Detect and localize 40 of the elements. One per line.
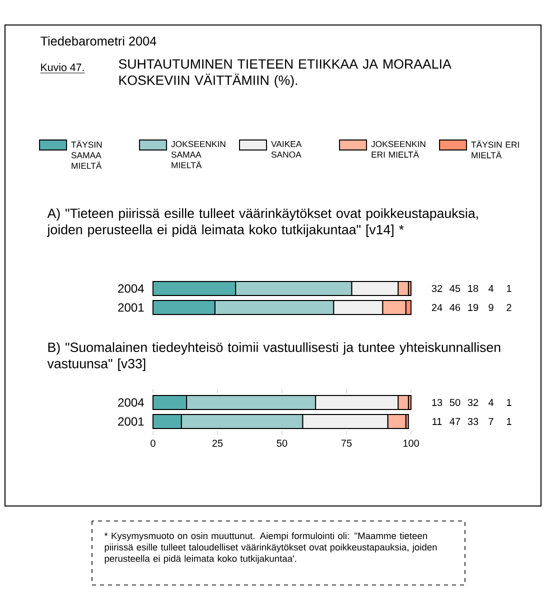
text: * Kysymysmuoto on osin muuttunut. Aiempi formulointi oli: "Maamme tieteen piirissä esille tulleet taloudelliset väärinkäytökset ovat poikkeustapauksia, joiden perusteella ei pidä leimata koko tutkijakuntaa'. [104,532,437,564]
data-label: 1 [506,399,512,406]
data-label: 11 [432,418,442,425]
x-tick-label: 75 [341,440,352,447]
text: Kuvio 47. [41,63,84,72]
data-label: 33 [468,418,478,426]
data-label: 9 [488,304,494,312]
data-label: 1 [506,418,512,425]
text: Tiedebarometri 2004 [40,36,156,46]
data-label: 7 [488,418,494,425]
legend-label: JOKSEENKIN ERI MIELTÄ [371,140,426,158]
data-label: 2 [506,304,512,311]
y-tick-label: 2001 [118,303,144,312]
y-tick-label: 2001 [118,417,144,426]
data-label: 19 [468,304,478,312]
data-label: 1 [506,285,512,292]
legend-label: JOKSEENKIN SAMAA MIELTÄ [171,140,226,168]
y-tick-label: 2004 [118,284,144,293]
legend-label: TÄYSIN SAMAA MIELTÄ [71,140,102,169]
y-tick-label: 2004 [118,398,144,407]
chart-title: B) "Suomalainen tiedeyhteisö toimii vastuullisesti ja tuntee yhteiskunnallisen vastuunsa" [v33] [47,342,500,371]
data-label: 50 [450,398,460,406]
legend-label: VAIKEA SANOA [271,141,302,158]
data-label: 4 [488,399,494,406]
data-label: 32 [432,284,442,292]
chart-subtitle: A) "Tieteen piirissä esille tulleet väärinkäytökset ovat poikkeustapauksia, joiden perusteella ei pidä leimata koko tutkijakuntaa" [v14] * [46,208,478,237]
x-tick-label: 100 [403,440,419,447]
data-label: 32 [468,398,478,406]
data-label: 24 [432,304,442,311]
x-tick-label: 0 [150,440,156,447]
legend-label: TÄYSIN ERI MIELTÄ [471,140,519,158]
x-tick-label: 25 [212,440,223,447]
data-label: 46 [450,304,460,312]
data-label: 4 [488,285,494,292]
data-label: 47 [450,418,460,425]
data-label: 13 [432,398,442,406]
data-label: 45 [450,285,460,292]
x-tick-label: 50 [276,440,288,447]
data-label: 18 [468,284,478,292]
chart-title: SUHTAUTUMINEN TIETEEN ETIIKKAA JA MORAALIA KOSKEVIIN VÄITTÄMIIN (%). [118,59,452,88]
